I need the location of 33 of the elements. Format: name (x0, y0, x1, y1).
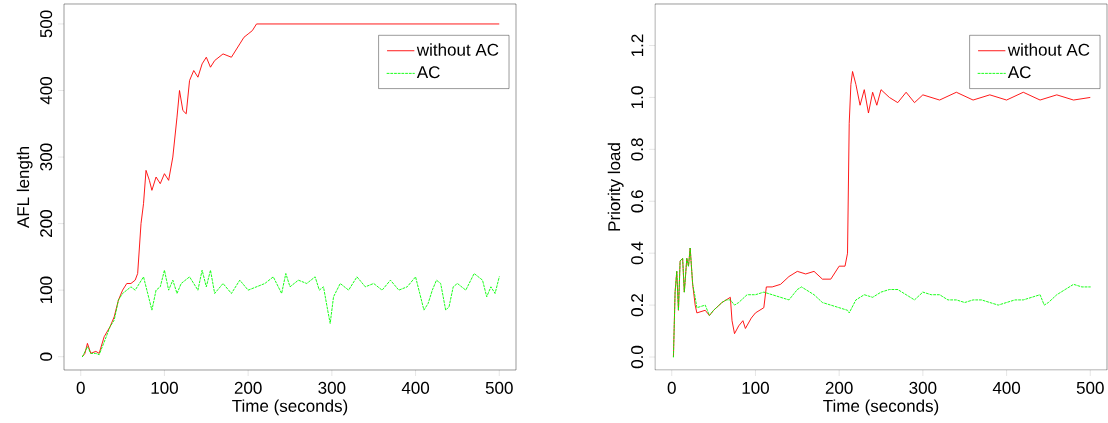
x-axis-title: Time (seconds) (232, 399, 348, 416)
y-tick-label: 1.0 (631, 86, 644, 108)
x-tick-label: 0 (76, 381, 85, 394)
y-tick-label: 0 (40, 352, 53, 361)
y-tick-label: 0.0 (631, 345, 644, 369)
y-tick-label: 400 (40, 76, 53, 105)
y-tick-label: 1.2 (631, 34, 644, 57)
legend-label: AC (416, 66, 440, 79)
legend-label: without AC (1007, 43, 1090, 56)
x-tick-label: 300 (909, 381, 937, 394)
y-tick-label: 0.2 (631, 294, 644, 317)
x-tick-label: 300 (318, 381, 346, 394)
x-tick-label: 200 (825, 381, 853, 394)
x-tick-label: 400 (992, 381, 1021, 394)
x-tick-label: 200 (234, 381, 262, 394)
x-tick-label: 0 (667, 381, 676, 394)
y-tick-label: 500 (40, 10, 53, 38)
y-tick-label: 0.4 (631, 241, 644, 265)
legend-label: AC (1007, 66, 1031, 79)
x-tick-label: 100 (151, 381, 178, 394)
y-tick-label: 0.8 (631, 138, 644, 161)
y-axis-title: AFL length (16, 147, 33, 229)
x-tick-label: 100 (742, 381, 769, 394)
x-axis-title: Time (seconds) (823, 399, 939, 416)
y-tick-label: 0.6 (631, 190, 644, 213)
x-tick-label: 400 (401, 381, 430, 394)
y-tick-label: 300 (40, 143, 53, 171)
x-tick-label: 500 (485, 381, 513, 394)
legend-label: without AC (416, 43, 499, 56)
y-tick-label: 100 (40, 276, 53, 304)
y-axis-title: Priority load (607, 143, 624, 231)
y-tick-label: 200 (40, 210, 53, 237)
x-tick-label: 500 (1076, 381, 1104, 394)
